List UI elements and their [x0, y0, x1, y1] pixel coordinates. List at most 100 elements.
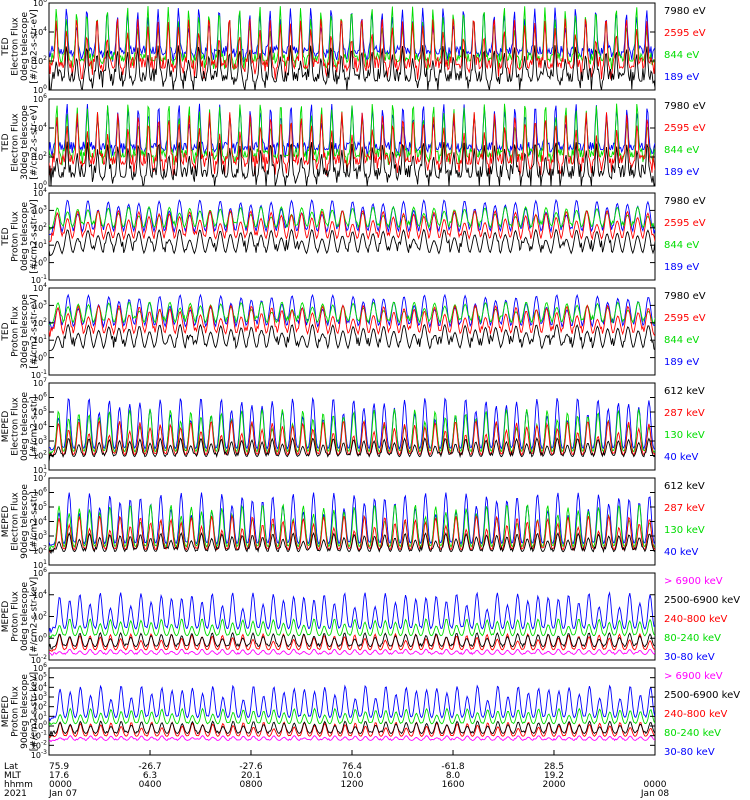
legend-item: > 6900 keV	[664, 671, 723, 682]
legend-item: 130 keV	[664, 525, 705, 536]
series-line-3	[49, 503, 655, 552]
x-tick-label-hhmm: 1600	[442, 780, 465, 790]
y-tick-label: 106	[33, 487, 47, 498]
x-tick-label-hhmm: 0400	[139, 780, 162, 790]
legend-item: 287 keV	[664, 503, 705, 514]
panel-traces	[49, 198, 655, 257]
legend-item: 2500-6900 keV	[664, 595, 740, 606]
y-tick-label: 101	[33, 239, 47, 250]
series-line-5	[49, 591, 655, 634]
x-tick-label-mlt: 17.6	[49, 771, 69, 781]
legend-item: 844 eV	[664, 145, 699, 156]
series-line-3	[49, 301, 655, 325]
legend-item: 240-800 keV	[664, 709, 728, 720]
series-line-2	[49, 209, 655, 243]
legend-item: > 6900 keV	[664, 576, 723, 587]
y-tick-label: 100	[33, 180, 47, 191]
panel-traces	[49, 684, 655, 743]
legend: > 6900 keV 2500-6900 keV 240-800 keV 80-240…	[664, 671, 740, 758]
legend-item: 287 keV	[664, 408, 705, 419]
series-line-2	[49, 631, 655, 650]
x-tick-label-lat: -26.7	[138, 762, 161, 772]
y-tick-label: 103	[33, 691, 47, 702]
y-tick-label: 10-1	[31, 274, 47, 285]
x-tick-label-lat: 76.4	[342, 762, 362, 772]
series-line-5	[49, 684, 655, 722]
y-axis-label: MEPEDElectron Flux0deg telescope[#/cm2-s…	[1, 392, 40, 462]
x-row-label: hhmm	[4, 780, 33, 790]
y-tick-label: 102	[33, 222, 47, 233]
series-line-4	[49, 707, 655, 726]
y-tick-label: 104	[33, 187, 47, 198]
series-line-2	[49, 304, 655, 337]
legend: 612 keV 287 keV 130 keV 40 keV	[664, 481, 705, 558]
x-row-label: MLT	[4, 771, 22, 781]
y-tick-label: 102	[33, 317, 47, 328]
legend-item: 7980 eV	[664, 6, 706, 17]
x-tick-label-hhmm: 0000	[49, 780, 72, 790]
y-tick-label: 104	[33, 589, 47, 600]
y-tick-label: 10-2	[31, 739, 47, 750]
y-axis-label: TEDProton Flux30deg telescope[#/cm2-s-st…	[1, 294, 40, 369]
y-tick-label: 107	[33, 472, 47, 483]
panel-5: 101 102 103 104 105 106 107 MEPEDElectron Flux0…	[1, 377, 705, 475]
y-tick-label: 106	[33, 567, 47, 578]
y-tick-label: 104	[33, 26, 47, 37]
legend-item: 2595 eV	[664, 218, 706, 229]
y-tick-label: 102	[33, 55, 47, 66]
y-tick-label: 105	[33, 406, 47, 417]
x-tick-label-mlt: 6.3	[143, 771, 157, 781]
y-tick-label: 106	[33, 0, 47, 8]
x-tick-label-mlt: 20.1	[241, 771, 261, 781]
y-tick-label: 104	[33, 516, 47, 527]
legend: 7980 eV 2595 eV 844 eV 189 eV	[664, 196, 706, 273]
x-tick-label-date: Jan 08	[640, 789, 669, 799]
series-line-3	[49, 6, 655, 71]
y-tick-label: 100	[33, 720, 47, 731]
series-line-2	[49, 18, 655, 80]
y-tick-label: 106	[33, 662, 47, 673]
y-tick-label: 104	[33, 282, 47, 293]
x-tick-label-mlt: 8.0	[446, 771, 461, 781]
series-line-3	[49, 205, 655, 230]
legend-item: 7980 eV	[664, 196, 706, 207]
panel-traces	[49, 591, 655, 656]
x-tick-label-lat: 28.5	[544, 762, 564, 772]
legend-item: 844 eV	[664, 335, 699, 346]
series-line-1	[49, 228, 655, 257]
legend-item: 130 keV	[664, 430, 705, 441]
series-line-1	[49, 437, 655, 462]
panel-traces	[49, 103, 655, 186]
y-tick-label: 101	[33, 710, 47, 721]
x-tick-label-lat: 75.9	[49, 762, 69, 772]
legend-item: 2595 eV	[664, 123, 706, 134]
legend: 7980 eV 2595 eV 844 eV 189 eV	[664, 291, 706, 368]
y-tick-label: 103	[33, 204, 47, 215]
y-tick-label: 103	[33, 435, 47, 446]
series-line-2	[49, 720, 655, 737]
y-tick-label: 104	[33, 122, 47, 133]
series-line-1	[49, 531, 655, 555]
panel-traces	[49, 396, 655, 462]
legend-item: 2595 eV	[664, 313, 706, 324]
legend: 612 keV 287 keV 130 keV 40 keV	[664, 386, 705, 463]
y-tick-label: 103	[33, 530, 47, 541]
y-tick-label: 100	[33, 352, 47, 363]
series-line-1	[49, 45, 655, 90]
series-line-3	[49, 409, 655, 455]
y-tick-label: 100	[33, 84, 47, 95]
y-axis-label: MEPEDProton Flux0deg telescope[#/cm2-s-s…	[1, 577, 40, 656]
series-line-1	[49, 648, 655, 656]
y-tick-label: 101	[33, 464, 47, 475]
y-tick-label: 106	[33, 392, 47, 403]
y-tick-label: 100	[33, 632, 47, 643]
legend-item: 2500-6900 keV	[664, 690, 740, 701]
legend-item: 7980 eV	[664, 291, 706, 302]
